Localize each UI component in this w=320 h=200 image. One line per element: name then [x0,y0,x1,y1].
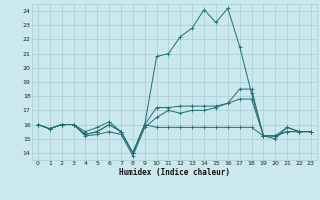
X-axis label: Humidex (Indice chaleur): Humidex (Indice chaleur) [119,168,230,177]
